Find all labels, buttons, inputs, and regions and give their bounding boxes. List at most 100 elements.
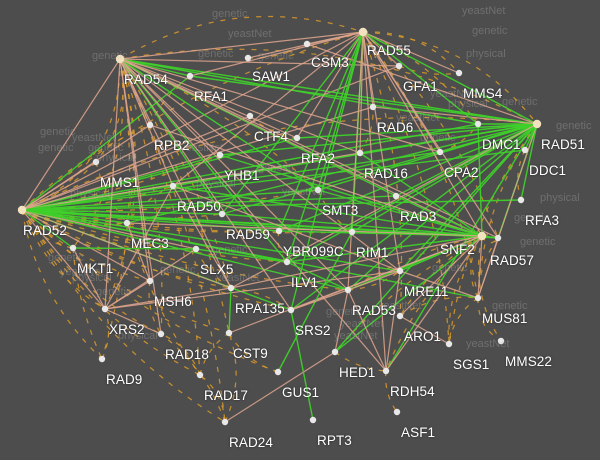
physical-edge [21,209,151,282]
genetic-edge [21,199,522,211]
graph-node-yhb1[interactable] [216,151,224,159]
physical-edge [104,58,121,310]
physical-edge [104,185,174,310]
genetic-edge [219,123,538,156]
physical-edge [119,58,151,282]
genetic-edge [334,123,538,353]
graph-node-mms4[interactable] [455,69,463,77]
graph-node-rim1[interactable] [348,228,356,236]
graph-node-rad18[interactable] [157,330,165,338]
graph-node-rdh54[interactable] [382,367,390,375]
graph-node-mec3[interactable] [123,219,131,227]
graph-node-srs2[interactable] [287,306,295,314]
physical-edge [172,31,364,187]
graph-node-rad52[interactable] [17,205,27,215]
coexpression-edge [21,209,288,263]
graph-node-rad16[interactable] [356,149,364,157]
graph-node-sgs1[interactable] [445,340,453,348]
coexpression-edge [21,209,226,423]
coexpression-edge [224,332,237,423]
physical-edge [477,235,483,299]
coexpression-edge [119,15,364,60]
graph-node-mms22[interactable] [497,337,505,345]
graph-node-rad6[interactable] [369,103,377,111]
graph-node-ddc1[interactable] [521,146,529,154]
graph-node-smt3[interactable] [314,186,322,194]
graph-node-xrs2[interactable] [101,305,109,313]
physical-edge [334,289,349,353]
coexpression-edge [101,308,110,360]
physical-edge [306,31,364,45]
graph-node-aro1[interactable] [396,312,404,320]
physical-edge [172,185,401,272]
graph-node-gfa1[interactable] [395,62,403,70]
coexpression-edge [21,124,151,211]
genetic-edge [21,75,191,211]
graph-node-rad9[interactable] [98,355,106,363]
graph-node-rpa135[interactable] [227,284,235,292]
physical-edge [119,58,221,156]
physical-edge [385,235,483,372]
graph-node-hed1[interactable] [331,348,339,356]
genetic-edge [195,248,288,263]
genetic-edge [278,123,538,232]
coexpression-edge [21,116,538,211]
graph-node-slx5[interactable] [192,245,200,253]
physical-edge [362,31,441,153]
graph-node-mkt1[interactable] [69,244,77,252]
physical-edge [119,58,441,153]
graph-node-cpa2[interactable] [436,148,444,156]
physical-edge [362,31,483,237]
graph-node-rad59[interactable] [218,210,226,218]
physical-edge [119,58,499,239]
physical-edge [21,65,400,211]
graph-node-ybr099c[interactable] [275,227,283,235]
graph-node-rad17[interactable] [196,371,204,379]
graph-node-rad24[interactable] [221,418,229,426]
genetic-edge [172,185,483,237]
genetic-edge [362,31,538,125]
graph-node-rad54[interactable] [115,54,125,64]
graph-node-rad57[interactable] [494,234,502,242]
genetic-edge [399,123,538,272]
graph-node-rad53[interactable] [344,286,352,294]
coexpression-edge [119,58,319,191]
graph-node-rad50[interactable] [169,182,177,190]
graph-node-saw1[interactable] [244,54,252,62]
coexpression-edge [362,31,460,74]
graph-node-rad3[interactable] [392,192,400,200]
graph-node-asf1[interactable] [393,408,401,416]
graph-node-dmc1[interactable] [474,120,482,128]
graph-node-rfa1[interactable] [186,72,194,80]
graph-node-rfa3[interactable] [517,196,525,204]
graph-node-ilv1[interactable] [283,258,291,266]
coexpression-edge [21,209,230,334]
physical-edge [172,185,232,289]
coexpression-edge [399,296,479,317]
graph-node-msh6[interactable] [146,277,154,285]
graph-node-gus1[interactable] [274,368,282,376]
graph-node-rfa2[interactable] [293,134,301,142]
graph-node-rad51[interactable] [532,119,542,129]
graph-node-mus81[interactable] [474,294,482,302]
physical-edge [306,43,538,125]
graph-node-rad55[interactable] [358,27,368,37]
graph-node-rpt3[interactable] [309,416,317,424]
graph-node-csm3[interactable] [303,40,311,48]
physical-edge [399,270,479,299]
physical-edge [21,152,361,211]
graph-node-ctf4[interactable] [246,112,254,120]
coexpression-edge [160,333,201,376]
graph-node-mms1[interactable] [92,158,100,166]
graph-node-mre11[interactable] [396,267,404,275]
graph-node-cst9[interactable] [225,329,233,337]
coexpression-edge [21,209,349,291]
physical-edge [21,106,374,211]
graph-node-rpb2[interactable] [146,121,154,129]
genetic-edge [21,137,298,211]
genetic-edge [72,247,197,250]
genetic-edge [286,261,349,291]
graph-node-snf2[interactable] [477,231,487,241]
